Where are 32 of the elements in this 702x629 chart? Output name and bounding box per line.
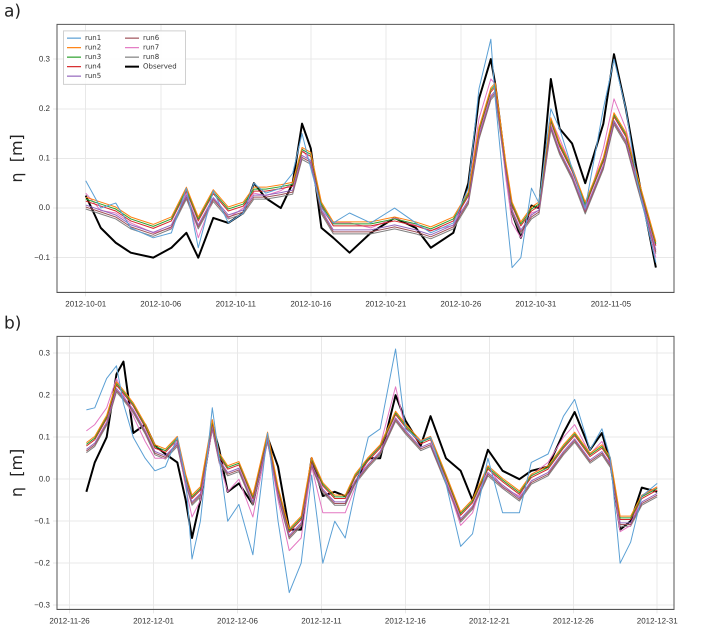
y-tick-label: 0.1 [38,432,51,442]
y-axis-title: η [m] [6,134,26,183]
chart-title: a) [4,2,22,22]
y-tick-label: 0.2 [38,104,51,113]
x-tick-label: 2012-11-05 [590,299,632,308]
x-tick-label: 2012-12-16 [384,616,426,626]
y-tick-label: 0.3 [38,348,51,358]
x-tick-label: 2012-10-16 [290,299,332,308]
y-tick-label: −0.3 [34,600,51,610]
x-tick-label: 2012-11-26 [49,616,90,626]
x-tick-label: 2012-10-01 [65,299,107,308]
y-tick-label: 0.3 [38,54,51,64]
x-tick-label: 2012-10-11 [216,299,256,308]
y-tick-label: 0.2 [38,390,51,400]
x-tick-label: 2012-12-21 [468,616,510,626]
y-tick-label: −0.2 [34,558,51,568]
y-tick-label: −0.1 [34,516,51,526]
x-tick-label: 2012-10-21 [365,299,407,308]
y-tick-label: −0.1 [34,252,51,262]
x-tick-label: 2012-10-31 [515,299,557,308]
y-tick-label: 0.1 [38,154,51,163]
y-tick-label: 0.0 [38,474,51,484]
y-tick-label: 0.0 [38,203,51,212]
x-tick-label: 2012-12-06 [217,616,258,626]
x-tick-label: 2012-12-31 [636,616,678,626]
x-tick-label: 2012-10-06 [140,299,182,308]
x-tick-label: 2012-12-01 [133,616,175,626]
x-tick-label: 2012-12-11 [301,616,342,626]
x-tick-label: 2012-12-26 [552,616,594,626]
y-axis-title: η [m] [6,448,26,498]
chart-title: b) [4,314,22,334]
x-tick-label: 2012-10-26 [440,299,482,308]
